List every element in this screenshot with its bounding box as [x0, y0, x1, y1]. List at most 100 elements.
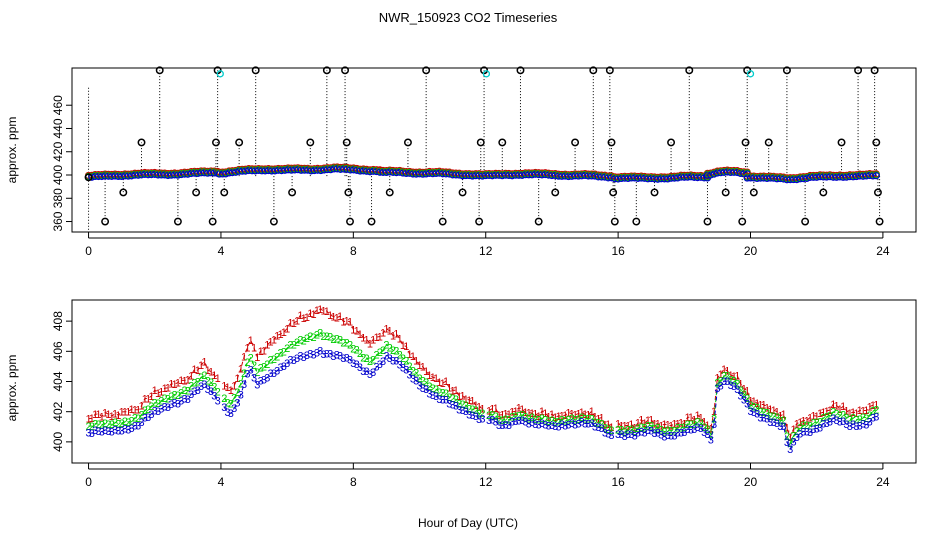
series-1-point: 1 [522, 407, 528, 419]
series-2-point: 2 [559, 414, 565, 426]
series-3-point: 3 [827, 417, 833, 429]
series-3-point: 3 [297, 351, 303, 363]
bottom-x-tick-label: 0 [85, 475, 92, 489]
series-1-point: 1 [685, 412, 691, 424]
series-2-point: 2 [145, 404, 151, 416]
series-1-point: 1 [632, 422, 638, 434]
top-flag-point [346, 217, 354, 226]
top-plot-frame [71, 67, 917, 233]
series-2-point: 2 [800, 420, 806, 432]
bottom-y-tick-label: 404 [51, 371, 65, 391]
series-3-point: 3 [708, 434, 714, 446]
top-series-3-point [386, 168, 394, 176]
series-3-point: 3 [555, 421, 561, 433]
series-2-point: 2 [863, 413, 869, 425]
series-2-point: 2 [168, 391, 174, 403]
series-3-point: 3 [357, 362, 363, 374]
series-1-point: 1 [244, 342, 250, 354]
series-2-point: 2 [234, 387, 240, 399]
series-3-point: 3 [330, 351, 336, 363]
series-3-point: 3 [618, 429, 624, 441]
series-2-point: 2 [784, 431, 790, 443]
series-1-point: 1 [704, 420, 710, 432]
series-3-point: 3 [85, 428, 91, 440]
series-2-point: 2 [314, 330, 320, 342]
series-1-point: 1 [205, 365, 211, 377]
series-3-point: 3 [115, 426, 121, 438]
series-3-point: 3 [377, 359, 383, 371]
series-1-point: 1 [602, 419, 608, 431]
series-1-point: 1 [85, 414, 91, 426]
series-2-point: 2 [304, 333, 310, 345]
series-1-point: 1 [592, 411, 598, 423]
series-1-point: 1 [585, 410, 591, 422]
series-3-point: 3 [224, 407, 230, 419]
series-1-point: 1 [228, 385, 234, 397]
series-1-point: 1 [552, 412, 558, 424]
top-flag-point [192, 188, 201, 197]
series-2-point: 2 [132, 413, 138, 425]
series-3-point: 3 [380, 356, 386, 368]
series-3-point: 3 [294, 353, 300, 365]
series-2-point: 2 [592, 417, 598, 429]
series-1-point: 1 [397, 334, 403, 346]
series-1-point: 1 [718, 369, 724, 381]
top-series-3-point [200, 169, 208, 177]
series-1-point: 1 [496, 410, 502, 422]
series-1-point: 1 [354, 325, 360, 337]
series-2-point: 2 [317, 328, 323, 340]
series-1-point: 1 [625, 420, 631, 432]
top-series-3-point [591, 172, 599, 180]
series-3-point: 3 [820, 419, 826, 431]
series-1-point: 1 [701, 417, 707, 429]
series-1-point: 1 [119, 407, 125, 419]
series-3-point: 3 [721, 376, 727, 388]
series-1-point: 1 [231, 380, 237, 392]
series-1-point: 1 [804, 415, 810, 427]
series-3-point: 3 [496, 420, 502, 432]
series-3-point: 3 [526, 419, 532, 431]
series-1-point: 1 [178, 375, 184, 387]
series-3-point: 3 [407, 370, 413, 382]
series-2-point: 2 [655, 423, 661, 435]
top-flag-point [534, 217, 543, 226]
series-3-point: 3 [751, 407, 757, 419]
series-1-point: 1 [383, 324, 389, 336]
series-3-point: 3 [741, 394, 747, 406]
series-1-point: 1 [536, 411, 542, 423]
series-2-point: 2 [582, 414, 588, 426]
top-y-tick-label: 360 [51, 211, 65, 231]
series-3-point: 3 [453, 401, 459, 413]
series-2-point: 2 [698, 418, 704, 430]
series-3-point: 3 [790, 437, 796, 449]
series-1-point: 1 [711, 406, 717, 418]
series-3-point: 3 [704, 429, 710, 441]
series-3-point: 3 [860, 418, 866, 430]
top-x-tick-label: 0 [85, 244, 92, 258]
series-1-point: 1 [824, 406, 830, 418]
series-2-point: 2 [744, 393, 750, 405]
series-1-point: 1 [489, 403, 495, 415]
series-1-point: 1 [516, 403, 522, 415]
top-series-3-point [866, 171, 874, 180]
series-3-point: 3 [228, 408, 234, 420]
series-3-point: 3 [337, 350, 343, 362]
series-3-point: 3 [208, 386, 214, 398]
top-flag-point [322, 66, 331, 75]
series-3-point: 3 [109, 426, 115, 438]
series-1-point: 1 [618, 421, 624, 433]
series-1-point: 1 [350, 324, 356, 336]
top-flag-point [782, 66, 791, 75]
series-1-point: 1 [317, 304, 323, 316]
series-2-point: 2 [602, 423, 608, 435]
top-flag-point [738, 217, 747, 226]
series-2-point: 2 [198, 372, 204, 384]
series-1-point: 1 [168, 379, 174, 391]
top-series-3-point [760, 174, 768, 182]
series-1-point: 1 [135, 405, 141, 417]
series-1-point: 1 [605, 419, 611, 431]
series-2-point: 2 [671, 425, 677, 437]
series-2-point: 2 [211, 381, 217, 393]
series-2-point: 2 [678, 422, 684, 434]
series-1-point: 1 [479, 403, 485, 415]
